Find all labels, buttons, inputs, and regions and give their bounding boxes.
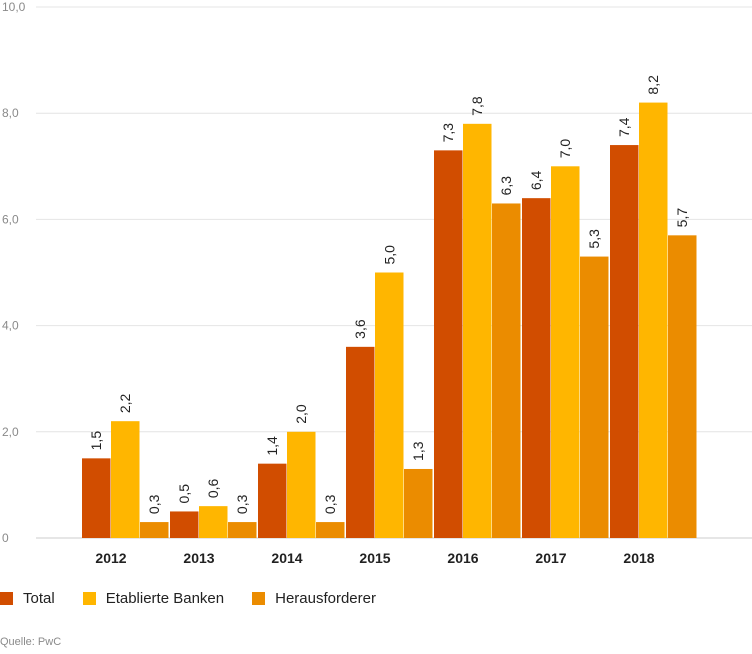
data-label: 1,3 (410, 441, 426, 461)
bar (199, 506, 228, 538)
y-tick-label: 4,0 (2, 319, 19, 333)
bar (258, 463, 287, 538)
x-tick-label: 2015 (359, 550, 390, 566)
bar-chart: 0 2,0 4,0 6,0 8,0 10,0 1,5 2,2 0,3 0,5 0,6 0,3 1,4 2… (2, 0, 752, 566)
bar (111, 421, 140, 538)
data-label: 0,3 (146, 494, 162, 514)
data-labels: 1,5 2,2 0,3 0,5 0,6 0,3 1,4 2,0 0,3 3,6 5,0 1,3 7,3 7… (88, 75, 690, 514)
data-label: 5,7 (674, 208, 690, 228)
source-note: Quelle: PwC (0, 636, 62, 648)
legend-item-herausforderer: Herausforderer (252, 590, 376, 607)
data-label: 0,5 (176, 484, 192, 504)
legend: Total Etablierte Banken Herausforderer (0, 590, 404, 607)
x-axis-labels: 2012 2013 2014 2015 2016 2017 2018 (95, 550, 654, 566)
data-label: 2,2 (117, 394, 133, 414)
bar (170, 511, 199, 538)
legend-swatch-herausforderer (252, 592, 266, 605)
x-tick-label: 2018 (623, 550, 654, 566)
bar (82, 458, 111, 538)
x-tick-label: 2017 (535, 550, 566, 566)
bar (316, 522, 345, 538)
data-label: 0,6 (205, 478, 221, 498)
y-tick-label: 0 (2, 531, 9, 545)
y-tick-label: 8,0 (2, 106, 19, 120)
legend-label-total: Total (23, 590, 55, 607)
bar (463, 123, 492, 538)
y-tick-label: 6,0 (2, 212, 19, 226)
data-label: 2,0 (293, 404, 309, 424)
data-label: 1,5 (88, 431, 104, 451)
legend-label-herausforderer: Herausforderer (275, 590, 376, 607)
data-label: 5,0 (381, 245, 397, 265)
bars (82, 102, 697, 539)
bar (668, 235, 697, 538)
data-label: 8,2 (645, 75, 661, 95)
bar (346, 346, 375, 538)
data-label: 7,8 (469, 96, 485, 116)
bar (522, 198, 551, 538)
legend-item-etablierte-banken: Etablierte Banken (82, 590, 225, 607)
x-tick-label: 2014 (271, 550, 302, 566)
bar (287, 431, 316, 538)
legend-swatch-total (0, 592, 13, 605)
bar (434, 150, 463, 538)
x-tick-label: 2012 (95, 550, 126, 566)
data-label: 5,3 (586, 229, 602, 249)
x-tick-label: 2013 (183, 550, 214, 566)
legend-item-total: Total (0, 590, 55, 607)
data-label: 1,4 (264, 436, 280, 456)
bar (580, 256, 609, 538)
bar (375, 272, 404, 538)
y-tick-label: 2,0 (2, 425, 19, 439)
bar (140, 522, 169, 538)
bar (228, 522, 257, 538)
data-label: 6,3 (498, 176, 514, 196)
data-label: 0,3 (322, 494, 338, 514)
legend-label-etablierte-banken: Etablierte Banken (105, 590, 225, 607)
data-label: 6,4 (528, 170, 544, 190)
bar (639, 102, 668, 538)
data-label: 7,4 (616, 117, 632, 137)
data-label: 0,3 (234, 494, 250, 514)
data-label: 7,0 (557, 139, 573, 159)
bar (551, 166, 580, 539)
bar (404, 468, 433, 538)
data-label: 7,3 (440, 123, 456, 143)
y-tick-label: 10,0 (2, 0, 26, 14)
x-tick-label: 2016 (447, 550, 478, 566)
data-label: 3,6 (352, 319, 368, 339)
bar (610, 145, 639, 538)
legend-swatch-etablierte-banken (82, 592, 96, 605)
bar (492, 203, 521, 538)
